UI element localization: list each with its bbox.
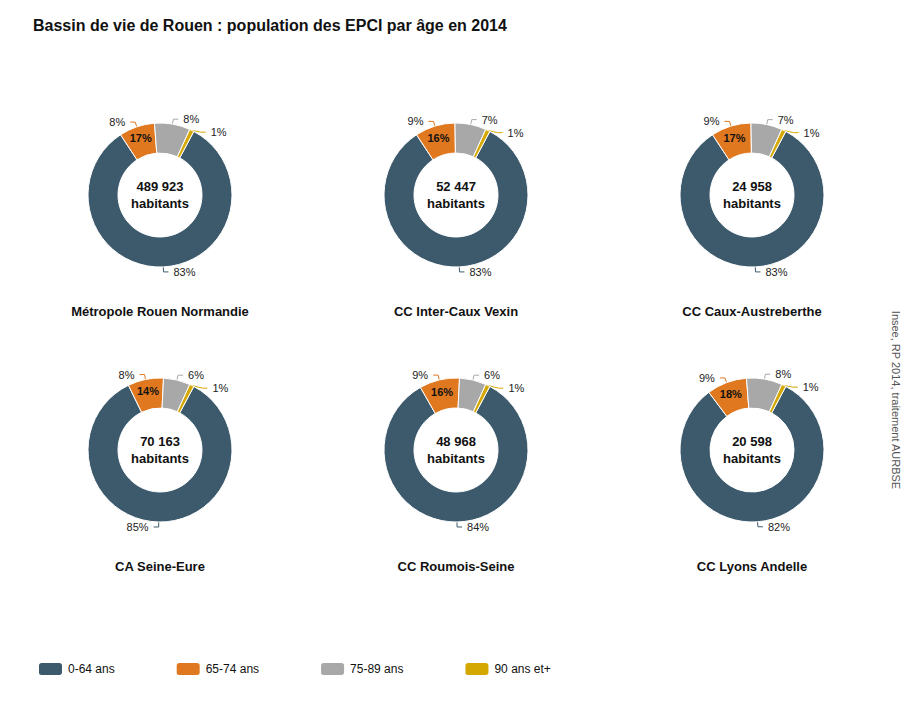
svg-text:CC Roumois-Seine: CC Roumois-Seine [397, 559, 514, 574]
svg-text:70 163: 70 163 [140, 434, 180, 449]
svg-text:83%: 83% [469, 266, 491, 278]
svg-text:18%: 18% [720, 388, 742, 400]
svg-text:CC Inter-Caux Vexin: CC Inter-Caux Vexin [394, 304, 518, 319]
svg-text:82%: 82% [768, 521, 790, 533]
svg-text:16%: 16% [431, 386, 453, 398]
svg-text:9%: 9% [699, 372, 715, 384]
svg-text:9%: 9% [704, 115, 720, 127]
svg-text:90 ans et+: 90 ans et+ [494, 662, 550, 676]
svg-text:1%: 1% [508, 382, 524, 394]
svg-text:habitants: habitants [427, 196, 485, 211]
svg-text:16%: 16% [427, 132, 449, 144]
svg-text:8%: 8% [775, 368, 791, 380]
svg-text:85%: 85% [127, 521, 149, 533]
svg-text:CC Caux-Austreberthe: CC Caux-Austreberthe [682, 304, 821, 319]
svg-text:83%: 83% [765, 266, 787, 278]
svg-text:84%: 84% [467, 521, 489, 533]
svg-text:7%: 7% [482, 114, 498, 126]
svg-text:17%: 17% [723, 132, 745, 144]
svg-text:14%: 14% [137, 385, 159, 397]
svg-text:6%: 6% [484, 369, 500, 381]
svg-text:83%: 83% [173, 266, 195, 278]
svg-text:habitants: habitants [723, 196, 781, 211]
svg-text:Bassin de vie de Rouen : popul: Bassin de vie de Rouen : population des … [33, 17, 507, 34]
svg-text:1%: 1% [211, 126, 227, 138]
svg-text:habitants: habitants [723, 451, 781, 466]
svg-text:Métropole Rouen Normandie: Métropole Rouen Normandie [71, 304, 249, 319]
svg-text:9%: 9% [408, 115, 424, 127]
svg-text:Insee, RP 2014, traitement AUR: Insee, RP 2014, traitement AURBSE [890, 311, 902, 489]
svg-text:7%: 7% [778, 114, 794, 126]
svg-text:17%: 17% [130, 132, 152, 144]
svg-text:24 958: 24 958 [732, 179, 772, 194]
svg-text:1%: 1% [803, 381, 819, 393]
svg-text:1%: 1% [212, 382, 228, 394]
svg-text:habitants: habitants [131, 196, 189, 211]
svg-text:0-64 ans: 0-64 ans [68, 662, 115, 676]
svg-text:habitants: habitants [131, 451, 189, 466]
svg-text:9%: 9% [412, 369, 428, 381]
svg-text:20 598: 20 598 [732, 434, 772, 449]
svg-text:8%: 8% [109, 116, 125, 128]
svg-text:CC Lyons Andelle: CC Lyons Andelle [697, 559, 807, 574]
svg-text:48 968: 48 968 [436, 434, 476, 449]
svg-text:8%: 8% [119, 369, 135, 381]
svg-text:52 447: 52 447 [436, 179, 476, 194]
svg-text:75-89 ans: 75-89 ans [350, 662, 403, 676]
svg-text:65-74 ans: 65-74 ans [206, 662, 259, 676]
svg-text:1%: 1% [804, 127, 820, 139]
svg-text:1%: 1% [508, 127, 524, 139]
svg-text:489 923: 489 923 [137, 179, 184, 194]
svg-text:habitants: habitants [427, 451, 485, 466]
svg-text:6%: 6% [188, 369, 204, 381]
svg-text:8%: 8% [183, 113, 199, 125]
svg-text:CA Seine-Eure: CA Seine-Eure [115, 559, 205, 574]
